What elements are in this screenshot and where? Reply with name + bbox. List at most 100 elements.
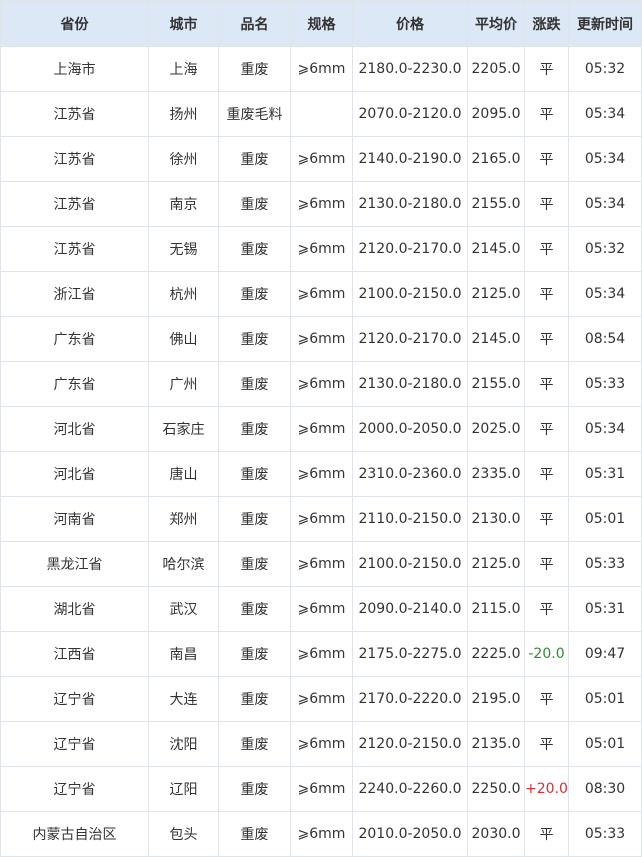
table-cell: -20.0	[524, 631, 569, 677]
table-cell: 重废	[218, 586, 291, 632]
table-cell: 05:33	[568, 811, 642, 857]
table-cell: 广州	[148, 361, 219, 407]
table-row: 辽宁省 辽阳 重废 ⩾6mm 2240.0-2260.0 2250.0 +20.0 08:30	[0, 766, 642, 812]
table-cell: 平	[524, 361, 569, 407]
table-cell: 2130.0-2180.0	[352, 181, 468, 227]
table-cell: 2250.0	[467, 766, 525, 812]
table-cell: 江西省	[0, 631, 149, 677]
table-cell: 重废	[218, 811, 291, 857]
table-cell: 2100.0-2150.0	[352, 541, 468, 587]
table-row: 上海市 上海 重废 ⩾6mm 2180.0-2230.0 2205.0 平 05:32	[0, 46, 642, 92]
table-cell: 平	[524, 226, 569, 272]
table-cell: 2030.0	[467, 811, 525, 857]
table-cell: ⩾6mm	[290, 316, 353, 362]
table-cell: 05:01	[568, 676, 642, 722]
table-cell: 05:34	[568, 181, 642, 227]
table-cell: ⩾6mm	[290, 541, 353, 587]
table-cell: 2070.0-2120.0	[352, 91, 468, 137]
table-cell: 2335.0	[467, 451, 525, 497]
table-row: 浙江省 杭州 重废 ⩾6mm 2100.0-2150.0 2125.0 平 05:34	[0, 271, 642, 317]
table-cell: 大连	[148, 676, 219, 722]
table-cell	[290, 91, 353, 137]
table-cell: 南昌	[148, 631, 219, 677]
table-cell: 2120.0-2170.0	[352, 316, 468, 362]
table-cell: 重废	[218, 721, 291, 767]
table-cell: 2140.0-2190.0	[352, 136, 468, 182]
table-cell: 重废	[218, 316, 291, 362]
table-row: 辽宁省 大连 重废 ⩾6mm 2170.0-2220.0 2195.0 平 05:01	[0, 676, 642, 722]
table-cell: 江苏省	[0, 181, 149, 227]
table-cell: 2205.0	[467, 46, 525, 92]
table-cell: 广东省	[0, 316, 149, 362]
table-cell: 平	[524, 46, 569, 92]
table-row: 广东省 广州 重废 ⩾6mm 2130.0-2180.0 2155.0 平 05:33	[0, 361, 642, 407]
table-cell: 2125.0	[467, 271, 525, 317]
table-cell: 平	[524, 91, 569, 137]
table-row: 江苏省 徐州 重废 ⩾6mm 2140.0-2190.0 2165.0 平 05:34	[0, 136, 642, 182]
table-cell: 哈尔滨	[148, 541, 219, 587]
table-cell: 2310.0-2360.0	[352, 451, 468, 497]
table-cell: 2155.0	[467, 361, 525, 407]
table-cell: ⩾6mm	[290, 676, 353, 722]
table-cell: 重废	[218, 136, 291, 182]
table-cell: 江苏省	[0, 226, 149, 272]
table-cell: 平	[524, 451, 569, 497]
table-row: 江苏省 扬州 重废毛料 2070.0-2120.0 2095.0 平 05:34	[0, 91, 642, 137]
table-cell: 2115.0	[467, 586, 525, 632]
header-cell: 品名	[218, 0, 291, 47]
table-cell: 辽宁省	[0, 676, 149, 722]
table-cell: 平	[524, 136, 569, 182]
table-cell: 2240.0-2260.0	[352, 766, 468, 812]
header-cell: 更新时间	[568, 0, 642, 47]
table-cell: 05:32	[568, 226, 642, 272]
table-cell: 湖北省	[0, 586, 149, 632]
table-cell: 南京	[148, 181, 219, 227]
table-cell: 平	[524, 541, 569, 587]
table-cell: 2125.0	[467, 541, 525, 587]
table-cell: 2110.0-2150.0	[352, 496, 468, 542]
table-cell: 沈阳	[148, 721, 219, 767]
table-cell: ⩾6mm	[290, 271, 353, 317]
table-cell: ⩾6mm	[290, 811, 353, 857]
table-cell: 平	[524, 181, 569, 227]
table-cell: 2025.0	[467, 406, 525, 452]
table-cell: 唐山	[148, 451, 219, 497]
table-cell: 05:01	[568, 721, 642, 767]
table-cell: 平	[524, 586, 569, 632]
table-cell: 重废	[218, 676, 291, 722]
header-cell: 平均价	[467, 0, 525, 47]
header-cell: 规格	[290, 0, 353, 47]
table-cell: 平	[524, 811, 569, 857]
table-cell: 辽宁省	[0, 766, 149, 812]
table-cell: 05:34	[568, 136, 642, 182]
table-cell: 05:34	[568, 91, 642, 137]
table-cell: 2010.0-2050.0	[352, 811, 468, 857]
table-cell: 佛山	[148, 316, 219, 362]
table-cell: 2225.0	[467, 631, 525, 677]
table-cell: 09:47	[568, 631, 642, 677]
table-row: 江西省 南昌 重废 ⩾6mm 2175.0-2275.0 2225.0 -20.0 09:47	[0, 631, 642, 677]
table-cell: 2130.0	[467, 496, 525, 542]
header-row: 省份 城市 品名 规格 价格 平均价 涨跌 更新时间	[0, 0, 642, 47]
table-cell: ⩾6mm	[290, 631, 353, 677]
table-cell: 2155.0	[467, 181, 525, 227]
table-row: 江苏省 南京 重废 ⩾6mm 2130.0-2180.0 2155.0 平 05:34	[0, 181, 642, 227]
table-cell: 平	[524, 676, 569, 722]
table-cell: 郑州	[148, 496, 219, 542]
table-cell: +20.0	[524, 766, 569, 812]
table-cell: 广东省	[0, 361, 149, 407]
table-cell: 05:32	[568, 46, 642, 92]
table-row: 广东省 佛山 重废 ⩾6mm 2120.0-2170.0 2145.0 平 08:54	[0, 316, 642, 362]
table-cell: 2130.0-2180.0	[352, 361, 468, 407]
table-cell: 08:30	[568, 766, 642, 812]
table-row: 内蒙古自治区 包头 重废 ⩾6mm 2010.0-2050.0 2030.0 平 05:33	[0, 811, 642, 857]
table-cell: 河南省	[0, 496, 149, 542]
table-cell: 徐州	[148, 136, 219, 182]
table-cell: ⩾6mm	[290, 721, 353, 767]
table-cell: ⩾6mm	[290, 46, 353, 92]
table-cell: 重废	[218, 451, 291, 497]
table-cell: 2095.0	[467, 91, 525, 137]
table-row: 辽宁省 沈阳 重废 ⩾6mm 2120.0-2150.0 2135.0 平 05:01	[0, 721, 642, 767]
